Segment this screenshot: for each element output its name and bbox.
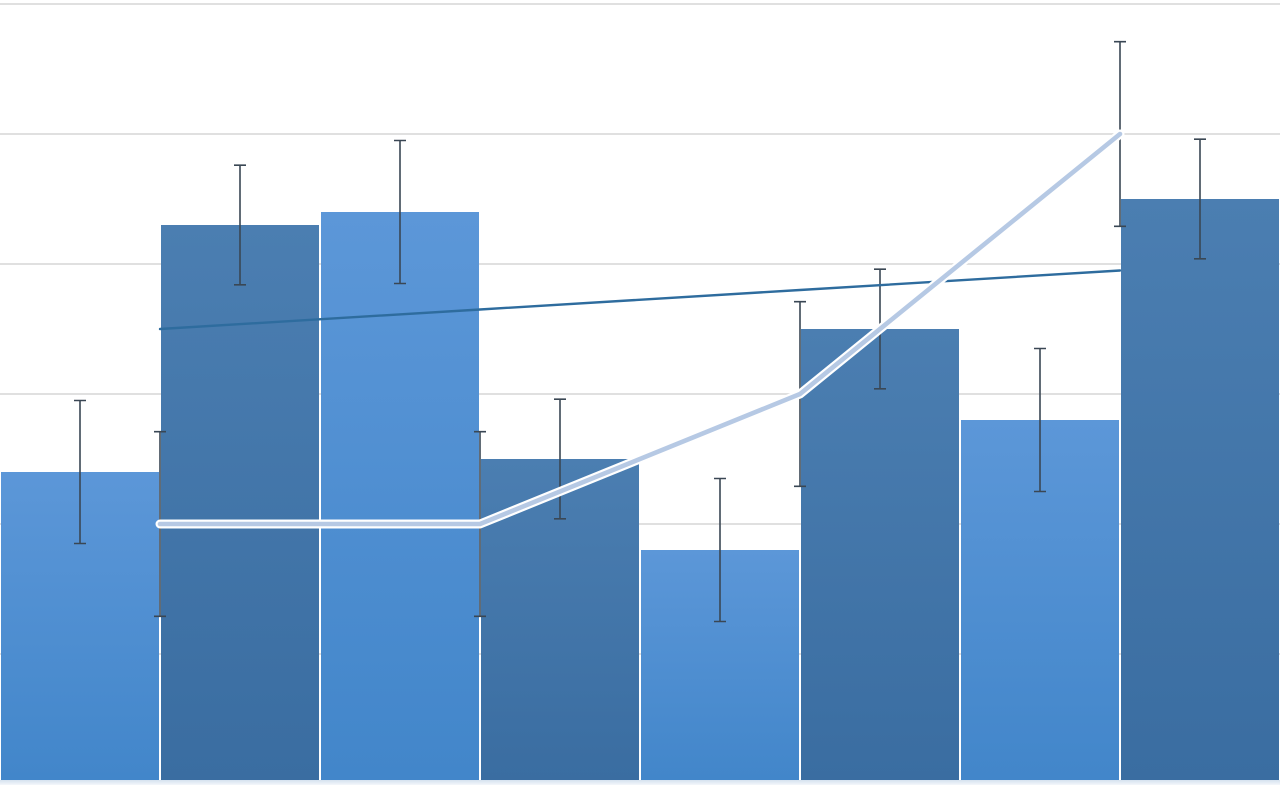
bar-series-light-blue-bars [1, 212, 1119, 780]
trend-line-thin [158, 269, 1122, 331]
bar-error-whisker [714, 477, 726, 623]
bar-error-whisker [1194, 138, 1206, 260]
bar [161, 225, 319, 780]
bar [801, 329, 959, 780]
bar [1121, 199, 1279, 780]
bar [321, 212, 479, 780]
error-bars [74, 40, 1206, 623]
bar-error-whisker [394, 139, 406, 285]
bar-error-whisker [554, 398, 566, 520]
bar-error-whisker [74, 399, 86, 545]
bar-series-dark-blue-bars [161, 199, 1279, 780]
bar-error-whisker [1034, 347, 1046, 493]
baseline-strip [0, 780, 1280, 785]
trend-line-thick [157, 131, 1123, 527]
bar-error-whisker [234, 164, 246, 286]
